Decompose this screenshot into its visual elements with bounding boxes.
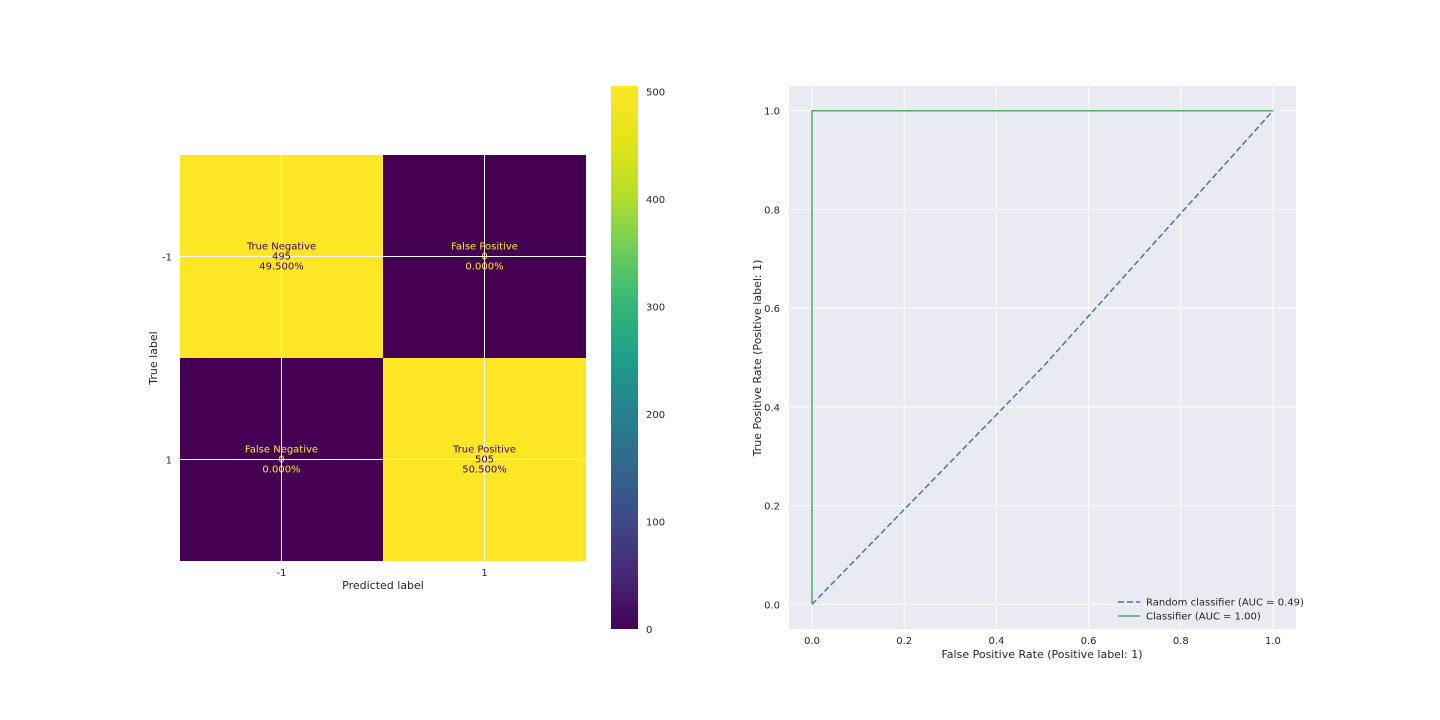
roc-series-line xyxy=(811,110,1274,605)
x-tick-label: 0.4 xyxy=(988,636,1004,647)
matrix-cell-label: False Positive xyxy=(451,242,518,253)
x-tick-label: 1 xyxy=(481,568,487,579)
matrix-cell-label: 505 xyxy=(475,455,494,466)
y-tick-label: 0.4 xyxy=(764,403,780,414)
colorbar-tick-label: 400 xyxy=(646,195,665,206)
legend-label: Random classifier (AUC = 0.49) xyxy=(1146,598,1304,609)
colorbar-tick-label: 200 xyxy=(646,410,665,421)
y-tick-label: 0.2 xyxy=(764,502,780,513)
matrix-cell-label: 0.000% xyxy=(465,262,503,273)
confusion-matrix-x-axis-label: Predicted label xyxy=(342,579,424,592)
matrix-cell-label: True Negative xyxy=(246,242,316,253)
matrix-cell-label: 0 xyxy=(278,455,284,466)
roc-plot-background xyxy=(789,86,1296,629)
confusion-matrix-y-axis-label: True label xyxy=(147,331,160,385)
confusion-matrix-y-ticks: -1 1 xyxy=(162,253,172,467)
y-tick-label: 0.0 xyxy=(764,600,780,611)
matrix-cell-label: 49.500% xyxy=(259,262,304,273)
roc-plot: 0.0 0.2 0.4 0.6 0.8 1.0 0.0 0.2 0.4 0.6 0.8 1.0 Fa… xyxy=(751,86,1304,661)
colorbar: 0 100 200 300 400 500 xyxy=(611,86,665,636)
matrix-cell-label: True Positive xyxy=(452,445,516,456)
x-tick-label: 0.2 xyxy=(896,636,912,647)
y-tick-label: 0.6 xyxy=(764,304,780,315)
roc-y-ticks: 0.0 0.2 0.4 0.6 0.8 1.0 xyxy=(764,107,780,612)
y-tick-label: -1 xyxy=(162,253,172,264)
confusion-matrix-grid xyxy=(180,155,586,561)
x-tick-label: 0.8 xyxy=(1173,636,1189,647)
colorbar-tick-label: 300 xyxy=(646,302,665,313)
x-tick-label: 1.0 xyxy=(1265,636,1281,647)
legend-label: Classifier (AUC = 1.00) xyxy=(1146,612,1261,623)
roc-series-lines xyxy=(811,109,1274,605)
matrix-cell-label: 0.000% xyxy=(262,465,300,476)
roc-y-axis-label: True Positive Rate (Positive label: 1) xyxy=(751,260,764,458)
y-tick-label: 0.8 xyxy=(764,205,780,216)
colorbar-tick-label: 0 xyxy=(646,625,652,636)
matrix-cell-label: 0 xyxy=(481,252,487,263)
roc-series-line xyxy=(811,109,1273,605)
matrix-cell-label: False Negative xyxy=(245,445,318,456)
x-tick-label: -1 xyxy=(277,568,287,579)
colorbar-tick-label: 500 xyxy=(646,87,665,98)
colorbar-tick-label: 100 xyxy=(646,517,665,528)
matrix-cell-label: 495 xyxy=(272,252,291,263)
x-tick-label: 0.0 xyxy=(804,636,820,647)
confusion-matrix-x-ticks: -1 1 xyxy=(277,568,488,579)
y-tick-label: 1 xyxy=(166,456,172,467)
colorbar-ticks: 0 100 200 300 400 500 xyxy=(646,87,665,636)
roc-x-ticks: 0.0 0.2 0.4 0.6 0.8 1.0 xyxy=(804,636,1281,647)
x-tick-label: 0.6 xyxy=(1081,636,1097,647)
roc-legend: Random classifier (AUC = 0.49) Classifier… xyxy=(1118,598,1304,623)
colorbar-gradient xyxy=(611,86,638,629)
confusion-matrix-cells xyxy=(180,155,586,561)
roc-x-axis-label: False Positive Rate (Positive label: 1) xyxy=(941,648,1142,661)
matrix-cell-label: 50.500% xyxy=(462,465,507,476)
y-tick-label: 1.0 xyxy=(764,107,780,118)
